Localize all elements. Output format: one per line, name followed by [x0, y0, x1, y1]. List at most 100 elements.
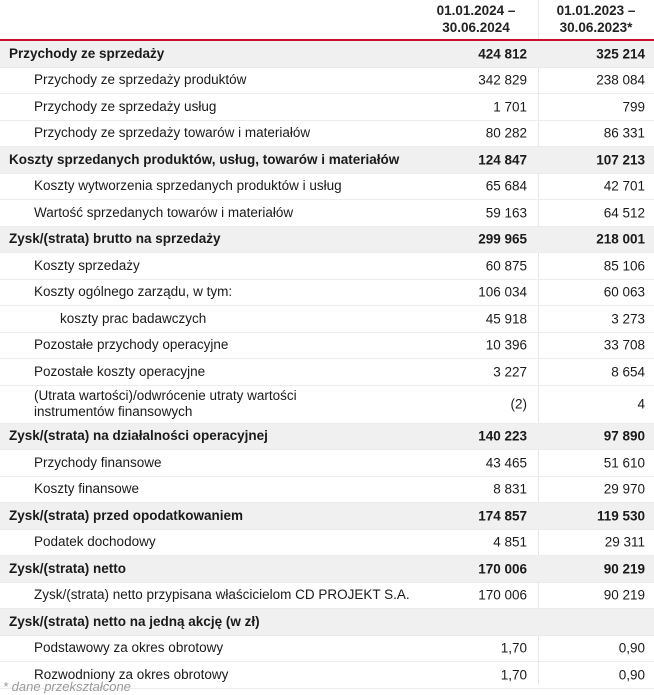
table-row: Przychody ze sprzedaży 424 812 325 214 [0, 41, 654, 68]
table-row: Podstawowy za okres obrotowy 1,70 0,90 [0, 636, 654, 662]
value-2024: 1 701 [493, 99, 527, 115]
value-2024: 170 006 [478, 587, 527, 603]
row-label: Zysk/(strata) netto [9, 560, 127, 576]
table-header: 01.01.2024 – 30.06.2024 01.01.2023 – 30.… [0, 0, 654, 41]
value-2024: 174 857 [478, 508, 527, 524]
table-row: koszty prac badawczych 45 918 3 273 [0, 306, 654, 333]
value-2024: (2) [510, 396, 528, 412]
row-label: Przychody ze sprzedaży produktów [34, 72, 247, 88]
row-label: (Utrata wartości)/odwrócenie utraty wart… [34, 388, 297, 419]
table-row: Zysk/(strata) netto 170 006 90 219 [0, 556, 654, 583]
row-label: Pozostałe koszty operacyjne [34, 363, 206, 379]
value-2023: 8 654 [611, 364, 645, 380]
row-label: Koszty finansowe [34, 481, 140, 497]
table-row: Pozostałe przychody operacyjne 10 396 33 7… [0, 333, 654, 359]
table-body: Przychody ze sprzedaży 424 812 325 214 Przy… [0, 41, 654, 689]
header-line: 30.06.2023* [559, 20, 633, 35]
table-row: Zysk/(strata) netto przypisana właścicie… [0, 583, 654, 609]
value-2023: 29 970 [603, 481, 645, 497]
value-2023: 33 708 [603, 337, 645, 353]
header-line: 01.01.2024 – [436, 3, 516, 18]
value-2024: 342 829 [478, 72, 527, 88]
value-2024: 170 006 [478, 561, 527, 577]
value-2024: 106 034 [478, 284, 527, 300]
row-label: Wartość sprzedanych towarów i materiałów [34, 204, 294, 220]
value-2024: 43 465 [485, 455, 527, 471]
value-2023: 29 311 [604, 534, 645, 550]
value-2024: 80 282 [485, 125, 527, 141]
table-row: Przychody ze sprzedaży usług 1 701 799 [0, 94, 654, 121]
value-2023: 3 273 [611, 311, 645, 327]
table-row: Zysk/(strata) na działalności operacyjne… [0, 423, 654, 450]
value-2024: 60 875 [485, 258, 527, 274]
row-label: Zysk/(strata) przed opodatkowaniem [9, 507, 244, 523]
header-period-2024: 01.01.2024 – 30.06.2024 [420, 2, 532, 36]
row-label: Przychody ze sprzedaży usług [34, 98, 217, 114]
value-2024: 140 223 [478, 428, 527, 444]
value-2023: 238 084 [596, 72, 645, 88]
row-label: Koszty sprzedaży [34, 257, 140, 273]
value-2023: 85 106 [603, 258, 645, 274]
table-row: Koszty finansowe 8 831 29 970 [0, 477, 654, 503]
value-2024: 4 851 [493, 534, 527, 550]
row-label: Koszty sprzedanych produktów, usług, tow… [9, 151, 400, 167]
table-row: Podatek dochodowy 4 851 29 311 [0, 530, 654, 556]
table-row: Koszty wytworzenia sprzedanych produktów… [0, 174, 654, 200]
footnote: * dane przekształcone [3, 679, 131, 694]
row-label: Podstawowy za okres obrotowy [34, 640, 224, 656]
value-2023: 51 610 [603, 455, 645, 471]
header-line: 30.06.2024 [442, 20, 510, 35]
row-label: Zysk/(strata) netto na jedną akcję (w zł… [9, 613, 260, 629]
value-2024: 1,70 [500, 667, 527, 683]
row-label: Przychody ze sprzedaży [9, 45, 165, 61]
value-2023: 107 213 [596, 152, 645, 168]
table-row: Koszty sprzedaży 60 875 85 106 [0, 253, 654, 280]
value-2023: 218 001 [596, 231, 645, 247]
value-2024: 3 227 [493, 364, 527, 380]
value-2023: 0,90 [618, 667, 645, 683]
table-row: Zysk/(strata) brutto na sprzedaży 299 965… [0, 226, 654, 253]
value-2023: 90 219 [603, 561, 645, 577]
row-label: Zysk/(strata) na działalności operacyjne… [9, 428, 268, 444]
value-2023: 119 530 [596, 508, 645, 524]
value-2023: 64 512 [603, 205, 645, 221]
value-2023: 42 701 [603, 178, 645, 194]
row-label: Koszty ogólnego zarządu, w tym: [34, 284, 233, 300]
value-2024: 45 918 [485, 311, 527, 327]
value-2024: 1,70 [500, 640, 527, 656]
row-label: koszty prac badawczych [60, 310, 207, 326]
value-2024: 8 831 [493, 481, 527, 497]
table-row: Koszty sprzedanych produktów, usług, tow… [0, 147, 654, 174]
value-2023: 90 219 [603, 587, 645, 603]
table-row: Zysk/(strata) netto na jedną akcję (w zł… [0, 609, 654, 636]
value-2023: 0,90 [618, 640, 645, 656]
row-label: Rozwodniony za okres obrotowy [34, 666, 229, 682]
row-label: Przychody ze sprzedaży towarów i materia… [34, 125, 311, 141]
header-line: 01.01.2023 – [556, 3, 636, 18]
value-2023: 60 063 [603, 284, 645, 300]
row-label: Zysk/(strata) brutto na sprzedaży [9, 231, 221, 247]
table-row: Zysk/(strata) przed opodatkowaniem 174 85… [0, 503, 654, 530]
value-2024: 10 396 [485, 337, 527, 353]
value-2024: 65 684 [485, 178, 527, 194]
table-row: Przychody finansowe 43 465 51 610 [0, 450, 654, 477]
value-2024: 59 163 [485, 205, 527, 221]
row-label: Pozostałe przychody operacyjne [34, 337, 229, 353]
value-2024: 299 965 [478, 231, 527, 247]
value-2023: 86 331 [603, 125, 645, 141]
table-row: Przychody ze sprzedaży produktów 342 829 2… [0, 68, 654, 94]
value-2023: 325 214 [596, 46, 645, 62]
table-row: Przychody ze sprzedaży towarów i materia… [0, 121, 654, 147]
header-period-2023: 01.01.2023 – 30.06.2023* [540, 2, 652, 36]
column-divider [538, 0, 539, 685]
row-label: Koszty wytworzenia sprzedanych produktów… [34, 178, 342, 194]
table-row: Pozostałe koszty operacyjne 3 227 8 654 [0, 359, 654, 386]
row-label: Podatek dochodowy [34, 534, 156, 550]
table-row: Rozwodniony za okres obrotowy 1,70 0,90 [0, 662, 654, 689]
value-2024: 124 847 [478, 152, 527, 168]
value-2023: 97 890 [603, 428, 645, 444]
row-label: Zysk/(strata) netto przypisana właścicie… [34, 587, 410, 603]
value-2023: 4 [637, 396, 645, 412]
table-row: Koszty ogólnego zarządu, w tym: 106 034 60… [0, 280, 654, 306]
